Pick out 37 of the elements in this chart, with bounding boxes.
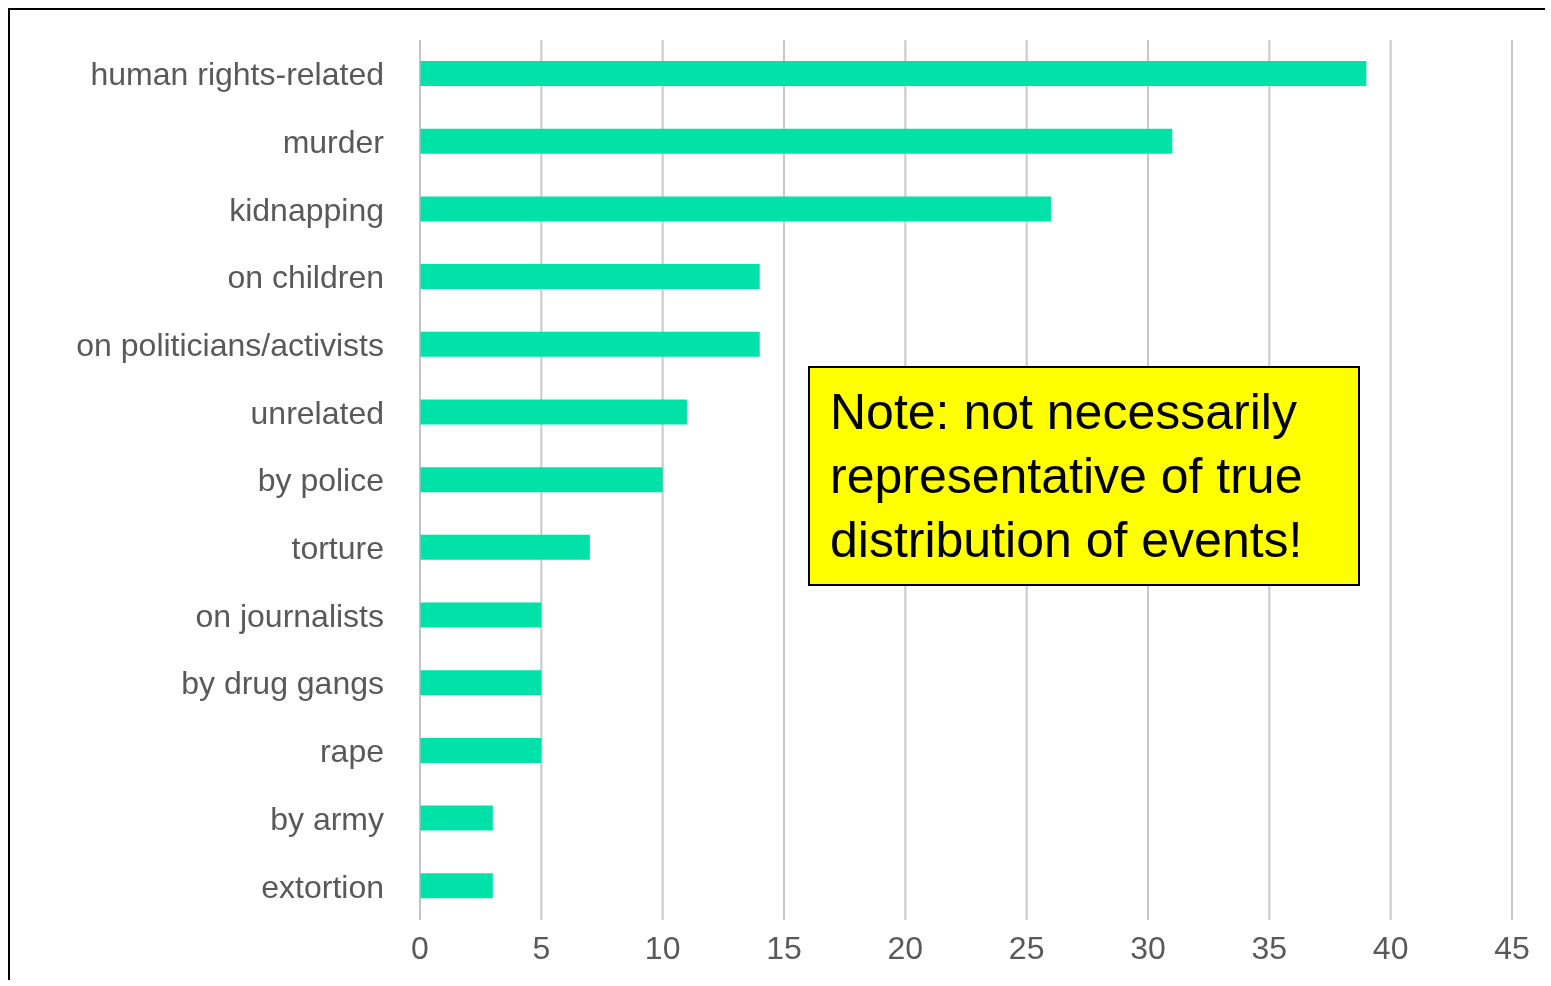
- y-tick-label: on children: [227, 259, 384, 296]
- bar: [420, 873, 493, 899]
- y-tick-label: rape: [319, 733, 384, 770]
- bar: [420, 264, 760, 290]
- x-tick-label: 10: [644, 929, 681, 966]
- bar: [420, 467, 663, 493]
- bar: [420, 196, 1051, 222]
- y-tick-label: by police: [257, 462, 384, 499]
- y-tick-label: human rights-related: [90, 56, 384, 93]
- y-tick-label: by army: [270, 800, 384, 837]
- x-tick-label: 15: [766, 929, 802, 966]
- x-tick-label: 30: [1130, 929, 1166, 966]
- bar: [420, 534, 590, 560]
- x-tick-label: 35: [1251, 929, 1288, 966]
- bar: [420, 737, 542, 763]
- x-tick-label: 25: [1008, 929, 1045, 966]
- y-tick-label: on politicians/activists: [76, 326, 384, 363]
- x-tick-label: 40: [1372, 929, 1409, 966]
- y-tick-label: by drug gangs: [181, 665, 384, 702]
- y-tick-label: torture: [291, 530, 384, 567]
- annotation: Note: not necessarily representative of true distribution of events!: [808, 366, 1360, 586]
- bar: [420, 331, 760, 357]
- bar: [420, 399, 687, 425]
- y-tick-label: on journalists: [195, 597, 384, 634]
- x-tick-label: 0: [411, 929, 429, 966]
- x-tick-label: 45: [1494, 929, 1530, 966]
- y-tick-label: kidnapping: [229, 191, 384, 228]
- x-tick-label: 20: [887, 929, 924, 966]
- bar: [420, 61, 1367, 86]
- bar: [420, 670, 542, 696]
- x-tick-label: 5: [532, 929, 551, 966]
- y-tick-label: unrelated: [250, 394, 384, 431]
- bar: [420, 128, 1173, 154]
- bar: [420, 805, 493, 831]
- bar: [420, 602, 542, 628]
- y-tick-label: extortion: [261, 868, 384, 905]
- y-tick-label: murder: [282, 123, 385, 160]
